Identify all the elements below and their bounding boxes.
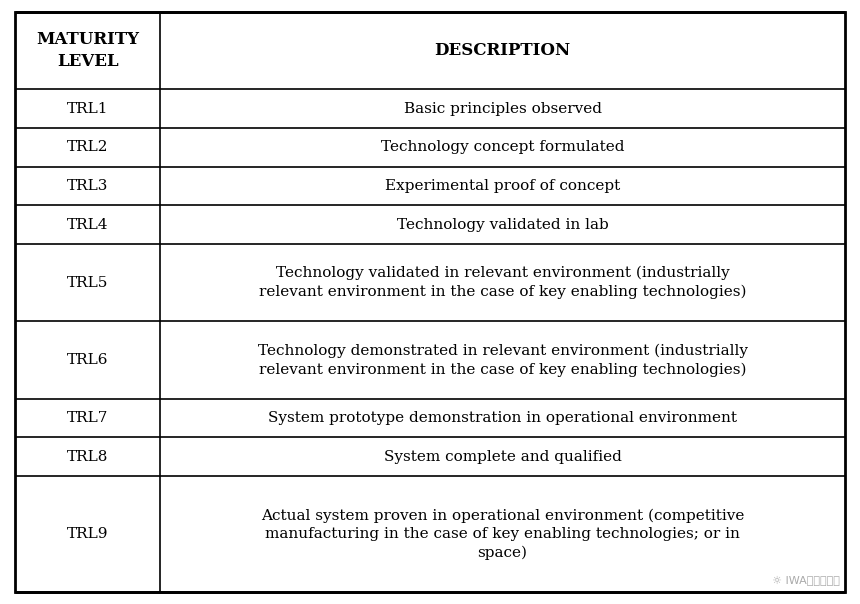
Text: TRL7: TRL7 <box>67 411 108 425</box>
Text: ☼ IWA国际水协会: ☼ IWA国际水协会 <box>772 576 840 586</box>
Text: TRL6: TRL6 <box>67 353 108 367</box>
Text: Experimental proof of concept: Experimental proof of concept <box>385 179 620 193</box>
Text: Basic principles observed: Basic principles observed <box>403 101 602 116</box>
Text: System prototype demonstration in operational environment: System prototype demonstration in operat… <box>268 411 737 425</box>
Text: System complete and qualified: System complete and qualified <box>384 449 622 464</box>
Text: TRL3: TRL3 <box>67 179 108 193</box>
Text: TRL4: TRL4 <box>67 217 108 232</box>
Text: DESCRIPTION: DESCRIPTION <box>434 42 571 59</box>
Text: Technology validated in lab: Technology validated in lab <box>396 217 609 232</box>
Text: TRL8: TRL8 <box>67 449 108 464</box>
Text: Technology validated in relevant environment (industrially
relevant environment : Technology validated in relevant environ… <box>259 266 746 300</box>
Text: TRL9: TRL9 <box>67 527 108 541</box>
Text: TRL2: TRL2 <box>67 140 108 155</box>
Text: TRL5: TRL5 <box>67 275 108 290</box>
Text: Actual system proven in operational environment (competitive
manufacturing in th: Actual system proven in operational envi… <box>261 508 744 560</box>
Text: Technology concept formulated: Technology concept formulated <box>381 140 624 155</box>
Text: Technology demonstrated in relevant environment (industrially
relevant environme: Technology demonstrated in relevant envi… <box>258 343 747 377</box>
Text: TRL1: TRL1 <box>67 101 108 116</box>
Text: MATURITY
LEVEL: MATURITY LEVEL <box>36 31 139 70</box>
